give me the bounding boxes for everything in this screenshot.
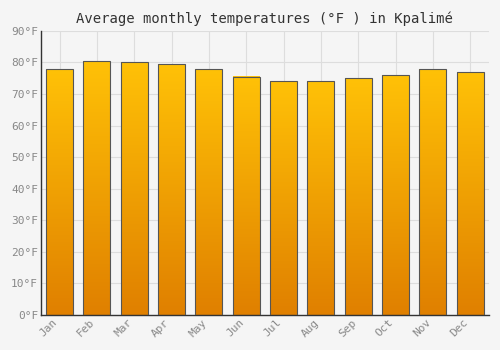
Bar — [308, 82, 334, 315]
Bar — [46, 69, 73, 315]
Title: Average monthly temperatures (°F ) in Kpalimé: Average monthly temperatures (°F ) in Kp… — [76, 11, 454, 26]
Bar — [84, 61, 110, 315]
Bar — [382, 75, 409, 315]
Bar — [345, 78, 372, 315]
Bar — [196, 69, 222, 315]
Bar — [457, 72, 483, 315]
Bar — [233, 77, 260, 315]
Bar — [270, 82, 297, 315]
Bar — [420, 69, 446, 315]
Bar — [121, 63, 148, 315]
Bar — [158, 64, 185, 315]
